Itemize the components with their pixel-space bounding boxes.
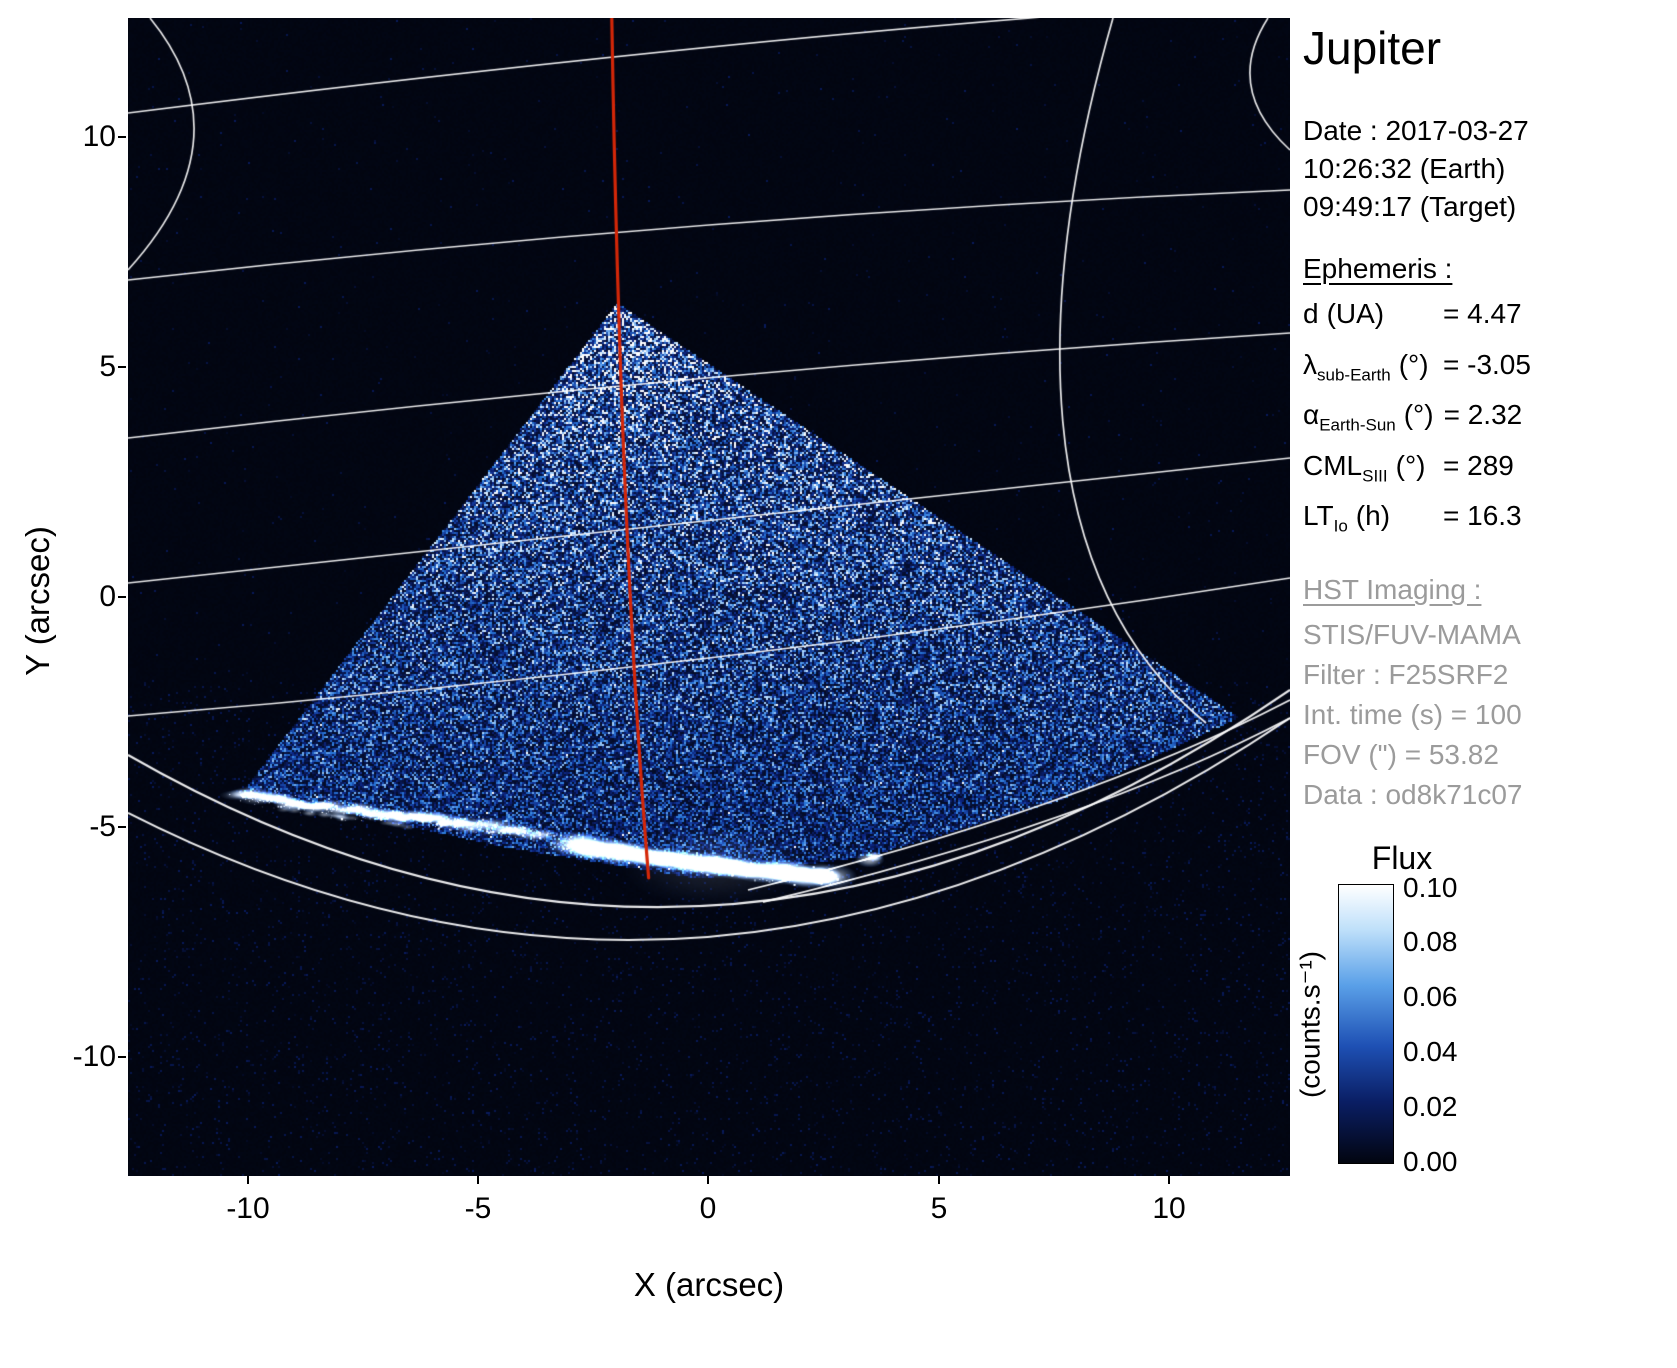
colorbar-tick-label: 0.04 bbox=[1403, 1036, 1458, 1068]
ephemeris-label: λsub-Earth (°) bbox=[1303, 345, 1433, 396]
ephemeris-subscript: Earth-Sun bbox=[1319, 416, 1396, 435]
ephemeris-entry-lambda: λsub-Earth (°) = -3.05 bbox=[1303, 345, 1675, 396]
page-title: Jupiter bbox=[1303, 22, 1675, 74]
colorbar-tick-label: 0.02 bbox=[1403, 1091, 1458, 1123]
y-tick-mark bbox=[118, 596, 126, 598]
ephemeris-value: = -3.05 bbox=[1443, 345, 1531, 396]
ephemeris-entry-d: d (UA) = 4.47 bbox=[1303, 294, 1675, 345]
ephemeris-value: = 16.3 bbox=[1443, 496, 1522, 547]
y-tick-label: -5 bbox=[28, 810, 116, 844]
ephemeris-symbol: d bbox=[1303, 298, 1319, 329]
ephemeris-label: LTIo (h) bbox=[1303, 496, 1433, 547]
ephemeris-entry-cml: CMLSIII (°) = 289 bbox=[1303, 446, 1675, 497]
x-tick-mark bbox=[477, 1176, 479, 1184]
observation-block: Date : 2017-03-27 10:26:32 (Earth) 09:49… bbox=[1303, 112, 1675, 226]
x-tick-label: 5 bbox=[931, 1192, 948, 1226]
y-tick-label: 5 bbox=[28, 350, 116, 384]
ephemeris-entry-alpha: αEarth-Sun (°) = 2.32 bbox=[1303, 395, 1675, 446]
colorbar-tick-label: 0.10 bbox=[1403, 872, 1458, 904]
x-tick-mark bbox=[1168, 1176, 1170, 1184]
observation-date: Date : 2017-03-27 bbox=[1303, 112, 1675, 150]
x-tick-label: -10 bbox=[226, 1192, 269, 1226]
observation-time-earth: 10:26:32 (Earth) bbox=[1303, 150, 1675, 188]
hst-instrument: STIS/FUV-MAMA bbox=[1303, 615, 1675, 655]
ephemeris-label: αEarth-Sun (°) bbox=[1303, 395, 1434, 446]
hst-section: HST Imaging : STIS/FUV-MAMA Filter : F25… bbox=[1303, 571, 1675, 815]
ephemeris-subscript: sub-Earth bbox=[1317, 365, 1391, 384]
ephemeris-unit: (UA) bbox=[1327, 298, 1385, 329]
y-tick-mark bbox=[118, 1056, 126, 1058]
hst-int-time: Int. time (s) = 100 bbox=[1303, 695, 1675, 735]
ephemeris-label: CMLSIII (°) bbox=[1303, 446, 1433, 497]
ephemeris-symbol: α bbox=[1303, 399, 1319, 430]
ephemeris-label: d (UA) bbox=[1303, 294, 1433, 345]
ephemeris-symbol: CML bbox=[1303, 450, 1362, 481]
x-tick-mark bbox=[707, 1176, 709, 1184]
hst-fov: FOV (") = 53.82 bbox=[1303, 735, 1675, 775]
y-tick-label: 10 bbox=[28, 120, 116, 154]
ephemeris-unit: (h) bbox=[1356, 500, 1390, 531]
colorbar-unit-label: (counts.s⁻¹) bbox=[1294, 875, 1327, 1175]
y-axis-title: Y (arcsec) bbox=[19, 451, 57, 751]
hst-filter: Filter : F25SRF2 bbox=[1303, 655, 1675, 695]
ephemeris-subscript: Io bbox=[1334, 517, 1348, 536]
colorbar-tick-label: 0.06 bbox=[1403, 981, 1458, 1013]
ephemeris-section: Ephemeris : d (UA) = 4.47 λsub-Earth (°) =… bbox=[1303, 250, 1675, 547]
colorbar-gradient bbox=[1338, 884, 1394, 1164]
ephemeris-unit: (°) bbox=[1396, 450, 1426, 481]
hst-data-id: Data : od8k71c07 bbox=[1303, 775, 1675, 815]
colorbar-tick-label: 0.08 bbox=[1403, 926, 1458, 958]
x-tick-mark bbox=[247, 1176, 249, 1184]
y-tick-mark bbox=[118, 136, 126, 138]
fuv-image-canvas bbox=[128, 18, 1290, 1176]
ephemeris-unit: (°) bbox=[1404, 399, 1434, 430]
ephemeris-entry-lt: LTIo (h) = 16.3 bbox=[1303, 496, 1675, 547]
plot-area bbox=[128, 18, 1290, 1176]
y-tick-label: -10 bbox=[28, 1040, 116, 1074]
ephemeris-symbol: λ bbox=[1303, 349, 1317, 380]
x-axis-title: X (arcsec) bbox=[128, 1266, 1290, 1304]
figure-page: -10 -5 0 5 10 10 5 0 -5 -10 X (arcsec) Y… bbox=[0, 0, 1677, 1368]
hst-heading: HST Imaging : bbox=[1303, 571, 1675, 609]
y-tick-mark bbox=[118, 826, 126, 828]
ephemeris-symbol: LT bbox=[1303, 500, 1334, 531]
ephemeris-heading: Ephemeris : bbox=[1303, 250, 1675, 288]
observation-time-target: 09:49:17 (Target) bbox=[1303, 188, 1675, 226]
y-tick-mark bbox=[118, 366, 126, 368]
x-tick-label: -5 bbox=[465, 1192, 492, 1226]
ephemeris-value: = 289 bbox=[1443, 446, 1514, 497]
ephemeris-subscript: SIII bbox=[1362, 466, 1388, 485]
colorbar-tick-label: 0.00 bbox=[1403, 1146, 1458, 1178]
ephemeris-unit: (°) bbox=[1399, 349, 1429, 380]
x-tick-label: 10 bbox=[1152, 1192, 1185, 1226]
x-tick-label: 0 bbox=[700, 1192, 717, 1226]
x-tick-mark bbox=[938, 1176, 940, 1184]
ephemeris-value: = 2.32 bbox=[1444, 395, 1523, 446]
info-panel: Jupiter Date : 2017-03-27 10:26:32 (Eart… bbox=[1303, 22, 1675, 815]
ephemeris-value: = 4.47 bbox=[1443, 294, 1522, 345]
